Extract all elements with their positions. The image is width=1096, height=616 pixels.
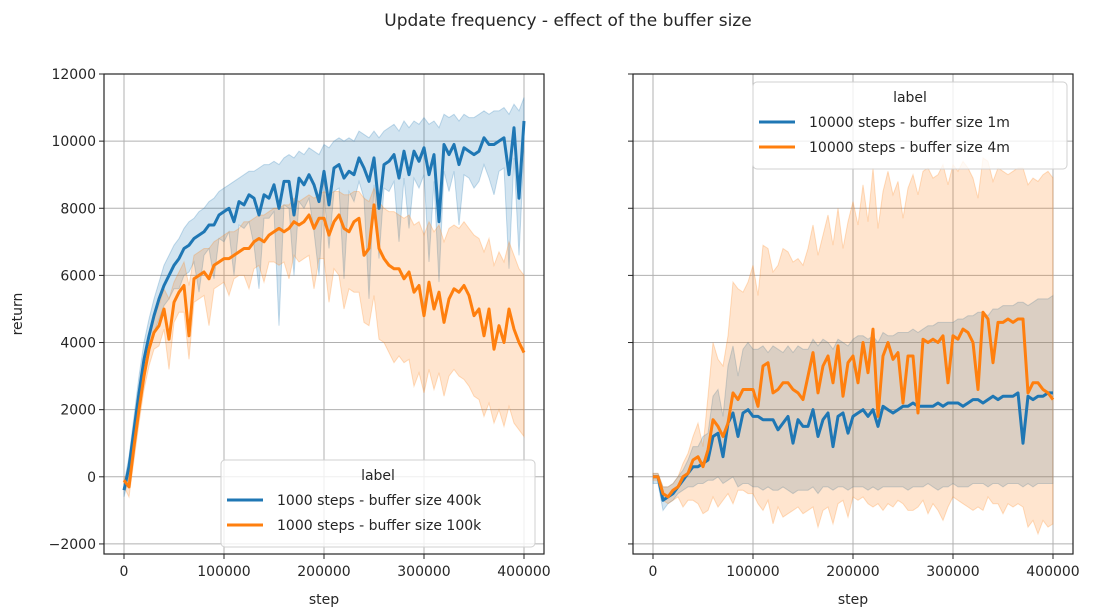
legend-entry: 10000 steps - buffer size 1m [809, 115, 1010, 131]
right-x-axis-label: step [838, 592, 868, 608]
y-tick-label: 6000 [60, 268, 96, 284]
y-tick-label: 8000 [60, 201, 96, 217]
y-tick-label: 4000 [60, 336, 96, 352]
y-tick-label: 0 [87, 470, 96, 486]
x-tick-label: 400000 [1026, 564, 1079, 580]
legend-title: label [893, 90, 927, 106]
legend-box [220, 459, 536, 548]
series-line-blue [122, 120, 526, 491]
left-lines [122, 120, 526, 491]
x-tick-label: 0 [649, 564, 658, 580]
legend-entry: 1000 steps - buffer size 400k [277, 493, 482, 509]
right-bands [652, 157, 1054, 536]
left-panel: 0 100000 200000 300000 400000 −2000 0 2000 4000… [10, 67, 551, 608]
y-tick-label: 12000 [51, 67, 96, 83]
x-tick-label: 100000 [197, 564, 250, 580]
left-x-axis-label: step [309, 592, 339, 608]
x-tick-label: 200000 [297, 564, 350, 580]
legend-entry: 10000 steps - buffer size 4m [809, 140, 1010, 156]
left-y-ticks: −2000 0 2000 4000 6000 8000 10000 12000 [49, 67, 104, 553]
y-tick-label: −2000 [49, 537, 96, 553]
y-tick-label: 2000 [60, 403, 96, 419]
left-y-axis-label: return [10, 293, 26, 336]
right-x-ticks: 0 100000 200000 300000 400000 [649, 554, 1080, 580]
legend-box [752, 81, 1068, 170]
right-panel: 0 100000 200000 300000 400000 step label 1000… [628, 73, 1080, 608]
x-tick-label: 200000 [826, 564, 879, 580]
left-legend: label 1000 steps - buffer size 400k 1000 s… [220, 459, 536, 548]
right-lines [653, 310, 1055, 502]
right-y-ticks [628, 73, 633, 545]
figure-title: Update frequency - effect of the buffer … [384, 11, 751, 31]
x-tick-label: 0 [120, 564, 129, 580]
x-tick-label: 300000 [926, 564, 979, 580]
left-x-ticks: 0 100000 200000 300000 400000 [120, 554, 551, 580]
confidence-band-blue [123, 97, 525, 498]
y-tick-label: 10000 [51, 134, 96, 150]
right-legend: label 10000 steps - buffer size 1m 10000 s… [752, 81, 1068, 170]
confidence-band-orange [652, 157, 1054, 536]
x-tick-label: 400000 [497, 564, 550, 580]
series-line-blue [653, 391, 1053, 502]
series-line-orange [653, 310, 1055, 499]
legend-entry: 1000 steps - buffer size 100k [277, 518, 482, 534]
series-line-orange [122, 203, 526, 489]
x-tick-label: 300000 [397, 564, 450, 580]
x-tick-label: 100000 [726, 564, 779, 580]
legend-title: label [361, 468, 395, 484]
